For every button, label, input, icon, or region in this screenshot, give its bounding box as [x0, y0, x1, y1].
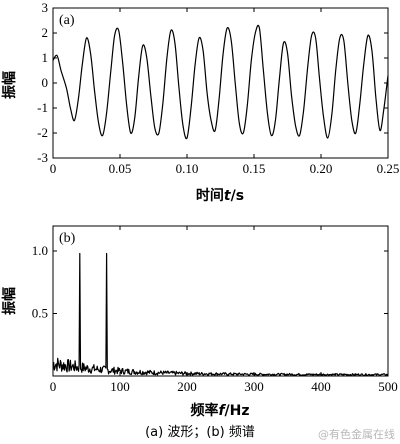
spectrum-x-tick-label: 300: [244, 379, 264, 394]
waveform-x-tick-label: 0.10: [176, 161, 199, 176]
waveform-x-label-unit: /s: [231, 188, 244, 204]
watermark-text: @有色金属在线: [318, 427, 395, 441]
waveform-series-line: [52, 24, 389, 140]
spectrum-plot-frame: [52, 225, 389, 377]
waveform-x-tick-label: 0.05: [109, 161, 132, 176]
spectrum-x-tick-label: 400: [311, 379, 331, 394]
waveform-y-tick-label: 1: [42, 50, 49, 65]
waveform-x-tick-label: 0.20: [310, 161, 333, 176]
figure-caption: (a) 波形；(b) 频谱: [145, 425, 255, 440]
spectrum-y-ticks: 0.5 1.0: [32, 243, 388, 321]
spectrum-x-label-unit: /Hz: [225, 403, 250, 419]
waveform-y-tick-label: 3: [42, 0, 49, 15]
spectrum-x-label-var: f: [218, 403, 226, 419]
spectrum-x-label-text: 频率: [190, 402, 218, 419]
spectrum-x-tick-label: 100: [110, 379, 130, 394]
waveform-y-tick-label: 2: [42, 25, 49, 40]
spectrum-panel-label: (b): [59, 231, 76, 246]
waveform-x-label-text: 时间: [196, 187, 224, 204]
spectrum-y-tick-label: 0.5: [32, 306, 48, 321]
spectrum-panel: 0 100 200 300 400 500 0.5 1.0 (b) 振幅 频率f/Hz: [1, 225, 398, 419]
spectrum-y-tick-label: 1.0: [32, 243, 48, 258]
spectrum-y-axis-label: 振幅: [1, 287, 18, 315]
waveform-x-axis-label: 时间t/s: [196, 187, 244, 204]
spectrum-x-tick-label: 200: [177, 379, 197, 394]
waveform-x-ticks: 0 0.05 0.10 0.15 0.20 0.25: [50, 8, 400, 176]
waveform-x-tick-label: 0.25: [377, 161, 400, 176]
spectrum-series-line: [52, 252, 389, 377]
waveform-y-tick-label: 0: [42, 75, 49, 90]
waveform-panel-label: (a): [59, 13, 75, 28]
waveform-y-tick-label: -1: [37, 100, 48, 115]
spectrum-x-tick-label: 0: [50, 379, 57, 394]
spectrum-x-axis-label: 频率f/Hz: [190, 402, 249, 419]
waveform-y-tick-label: -2: [37, 125, 48, 140]
waveform-y-tick-label: -3: [37, 150, 48, 165]
waveform-x-label-var: t: [224, 188, 232, 204]
waveform-x-tick-label: 0.15: [243, 161, 266, 176]
waveform-y-ticks: -3 -2 -1 0 1 2 3: [37, 0, 388, 165]
spectrum-x-tick-label: 500: [378, 379, 398, 394]
spectrum-x-ticks: 0 100 200 300 400 500: [50, 226, 398, 394]
waveform-y-axis-label: 振幅: [1, 71, 18, 99]
waveform-x-tick-label: 0: [50, 161, 57, 176]
